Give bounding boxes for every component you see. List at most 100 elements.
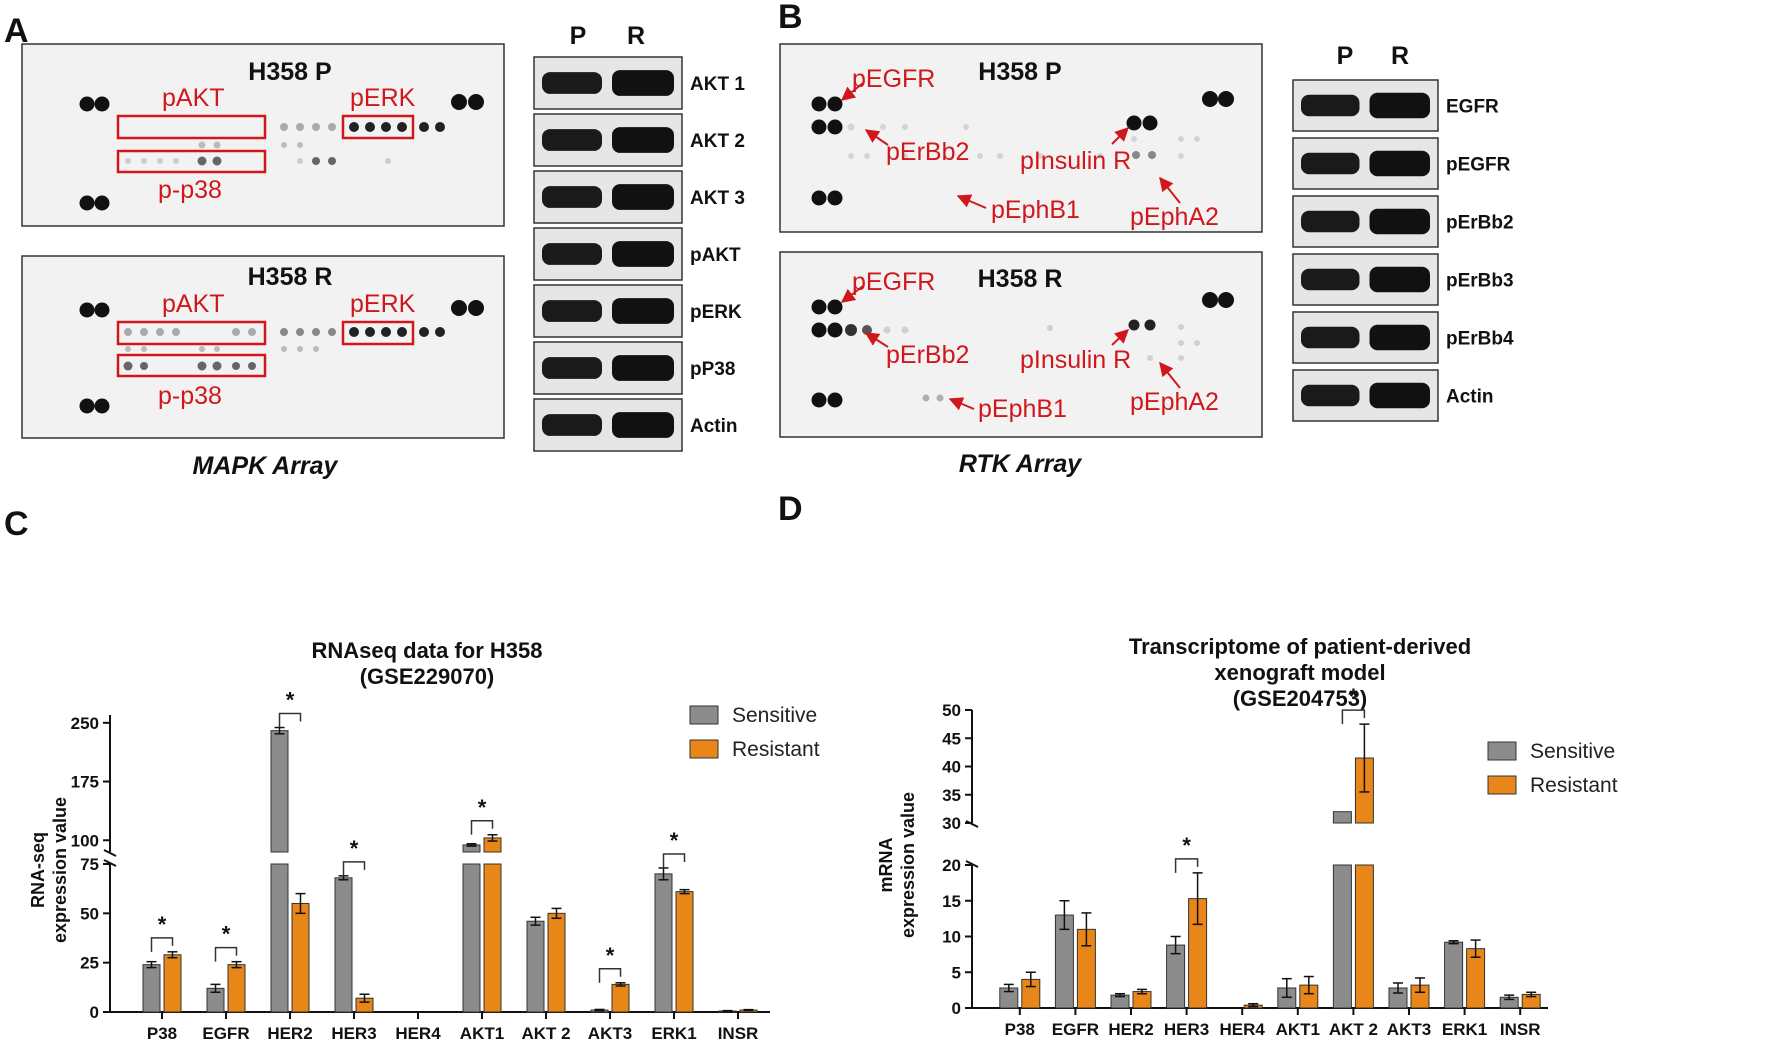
legend-swatch-sensitive [1487,741,1517,761]
legend-swatch-resistant [1487,775,1517,795]
significance-bracket [598,968,622,983]
bar-resistant [611,983,630,1013]
band-r [1369,92,1430,119]
significance-star: * [1182,833,1191,858]
band-p [1301,94,1360,117]
band-p [542,186,602,208]
y-tick-label: 40 [942,758,961,777]
spot-row-pakt [124,328,256,336]
reference-spot [94,302,110,318]
band-r [1369,382,1430,409]
significance-star: * [1349,684,1358,709]
label-pepha2: pEphA2 [1130,388,1219,416]
y-tick-label: 30 [942,814,961,833]
mapk-array-bottom: H358 R pAKT pERK p-p38 [21,255,505,439]
significance-star: * [158,912,167,937]
label-pepha2: pEphA2 [1130,203,1219,231]
blot-row: pErBb3 [1292,253,1514,306]
bar-sensitive-upper [270,730,289,853]
band-p [1301,210,1360,233]
reference-spot [451,94,467,110]
band-r [612,412,674,438]
bar-resistant [483,863,502,1013]
label-perbb2: pErBb2 [886,341,969,369]
y-axis-label-line: expression value [50,797,70,943]
legend-swatch-resistant [689,739,719,759]
band-p [1301,268,1360,291]
spot-row-pp38 [197,156,336,166]
reference-spot [79,302,95,318]
x-tick-label: ERK1 [651,1024,696,1043]
significance-star: * [670,828,679,853]
blot-column-p: P [570,22,587,50]
panel-letter-d: D [778,490,803,528]
x-tick-label: HER2 [1108,1020,1153,1039]
y-tick-label: 25 [80,954,99,973]
significance-star: * [222,922,231,947]
x-tick-label: INSR [1500,1020,1541,1039]
x-tick-label: HER3 [331,1024,376,1043]
array-title: H358 P [248,58,331,86]
blot-row: pEGFR [1292,137,1511,190]
x-tick-label: HER2 [267,1024,312,1043]
blot-label: pP38 [690,359,735,380]
blot-label: EGFR [1446,97,1499,118]
panel-letter-b: B [778,0,803,36]
blot-label: AKT 3 [690,188,745,209]
x-tick-label: EGFR [202,1024,249,1043]
reference-spot [94,398,110,414]
y-tick-label: 175 [71,773,99,792]
blot-row: pErBb4 [1292,311,1514,364]
significance-bracket [150,937,174,952]
band-p [542,72,602,94]
spot-row-1 [280,123,336,131]
array-title: H358 P [978,58,1061,86]
blot-row: AKT 1 [533,56,745,110]
band-r [612,355,674,381]
y-tick-label: 45 [942,729,961,748]
y-tick-label: 0 [90,1003,99,1022]
significance-star: * [350,836,359,861]
bar-sensitive [526,920,545,1013]
y-tick-label: 100 [71,831,99,850]
spot-row-2 [125,346,319,352]
reference-spot [79,398,95,414]
reference-spot [468,94,484,110]
label-pegfr: pEGFR [852,268,935,296]
blot-row: Actin [1292,369,1494,422]
blot-label: pErBb4 [1446,329,1514,350]
label-pephb1: pEphB1 [991,196,1080,224]
y-tick-label: 250 [71,714,99,733]
blot-label: pERK [690,302,742,323]
y-axis-label-line: expression value [898,792,918,938]
label-pp38: p-p38 [158,176,222,204]
x-tick-label: AKT 2 [521,1024,570,1043]
reference-spot [468,300,484,316]
band-r [612,127,674,153]
blot-row: AKT 2 [533,113,745,167]
band-r [612,241,674,267]
x-tick-label: AKT1 [460,1024,504,1043]
significance-bracket [342,861,366,876]
significance-bracket [214,946,238,962]
significance-star: * [286,688,295,713]
band-p [542,357,602,379]
perk-box [341,320,415,346]
y-tick-label: 35 [942,786,961,805]
label-pinsulin-r: pInsulin R [1020,147,1131,175]
chart-title: RNAseq data for H358 [311,638,542,663]
band-r [1369,324,1430,351]
x-tick-label: AKT3 [588,1024,632,1043]
reference-spot [94,96,110,112]
array-title: H358 R [978,265,1063,293]
significance-bracket [1341,709,1366,725]
y-axis-label: mRNA expression value [876,792,918,938]
label-perbb2: pErBb2 [886,138,969,166]
label-pegfr: pEGFR [852,65,935,93]
chart-title: (GSE204753) [1233,686,1368,711]
spot-row-pp38 [123,361,256,371]
band-r [612,70,674,96]
y-tick-label: 5 [952,963,961,982]
bar-resistant [1354,864,1374,1009]
